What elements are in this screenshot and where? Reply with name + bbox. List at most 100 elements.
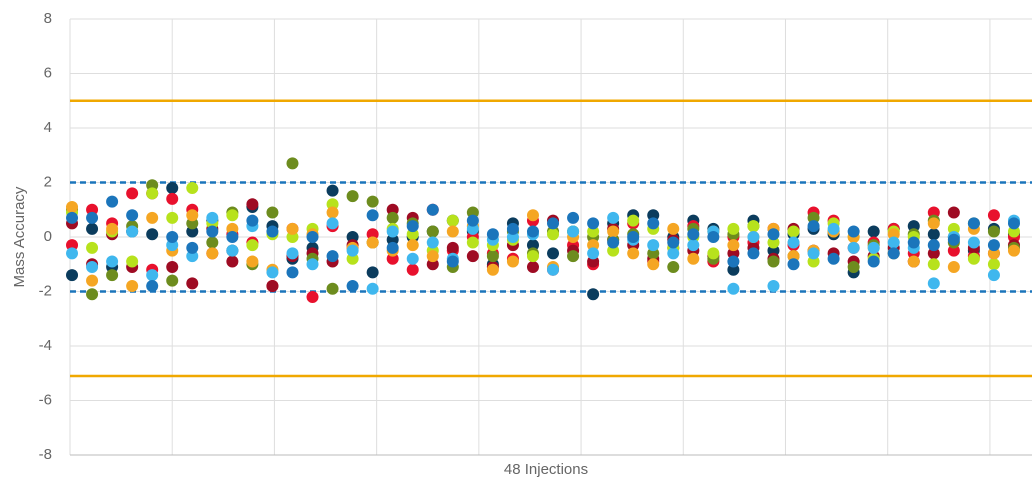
data-point — [126, 225, 139, 238]
data-point — [446, 214, 459, 227]
data-point — [346, 280, 359, 293]
data-point — [767, 228, 780, 241]
data-point — [86, 241, 99, 254]
data-point — [607, 211, 620, 224]
data-point — [206, 225, 219, 238]
data-point — [206, 211, 219, 224]
data-point — [987, 239, 1000, 252]
data-point — [627, 214, 640, 227]
data-point — [246, 239, 259, 252]
data-point — [166, 231, 179, 243]
data-point — [627, 247, 640, 260]
data-point — [406, 252, 419, 265]
data-point — [346, 244, 359, 257]
data-point — [607, 236, 620, 249]
data-point — [667, 236, 680, 249]
data-point — [286, 222, 299, 235]
data-point — [727, 222, 740, 235]
data-point — [927, 239, 940, 252]
data-point — [266, 280, 279, 293]
data-point — [466, 250, 479, 263]
data-point — [987, 209, 1000, 222]
data-point — [226, 244, 239, 257]
data-point — [86, 211, 99, 224]
data-point — [226, 231, 239, 243]
data-point — [126, 187, 139, 200]
data-point — [266, 266, 279, 279]
data-point — [146, 228, 159, 241]
data-point — [887, 236, 900, 249]
data-point — [907, 255, 920, 268]
data-point — [306, 290, 319, 303]
data-point — [186, 241, 199, 254]
data-point — [206, 236, 219, 249]
data-point — [206, 247, 219, 260]
data-point — [106, 255, 119, 268]
data-point — [66, 269, 79, 282]
data-point — [587, 217, 600, 230]
y-tick-label: 2 — [44, 173, 52, 190]
data-point — [246, 214, 259, 227]
data-point — [486, 250, 499, 263]
data-point — [166, 211, 179, 224]
data-point — [547, 247, 560, 260]
y-tick-label: -6 — [39, 391, 52, 408]
data-point — [747, 220, 760, 233]
data-point — [386, 241, 399, 254]
data-point — [486, 263, 499, 276]
data-point — [647, 217, 660, 230]
data-point — [847, 260, 860, 273]
y-tick-label: -8 — [39, 446, 52, 463]
data-point — [126, 255, 139, 268]
data-point — [86, 288, 99, 301]
data-point — [587, 288, 600, 301]
data-point — [607, 225, 620, 238]
data-point — [386, 211, 399, 224]
data-point — [847, 225, 860, 238]
data-point — [426, 236, 439, 249]
data-point — [927, 217, 940, 230]
data-point — [106, 222, 119, 235]
data-point — [767, 280, 780, 293]
data-point — [326, 250, 339, 263]
data-point — [326, 206, 339, 219]
data-point — [366, 236, 379, 249]
data-point — [807, 247, 820, 260]
data-point — [847, 241, 860, 254]
data-point — [186, 209, 199, 222]
data-point — [727, 282, 740, 295]
data-point — [466, 236, 479, 249]
data-point — [667, 260, 680, 273]
data-point — [567, 250, 580, 263]
data-point — [707, 247, 720, 260]
data-point — [827, 222, 840, 235]
data-point — [967, 236, 980, 249]
data-point — [787, 258, 800, 271]
data-point — [947, 233, 960, 246]
data-point — [727, 255, 740, 268]
y-tick-label: -2 — [39, 282, 52, 299]
data-point — [747, 247, 760, 260]
data-point — [627, 231, 640, 243]
data-point — [286, 157, 299, 170]
data-point — [166, 260, 179, 273]
data-point — [146, 269, 159, 282]
y-tick-label: -4 — [39, 337, 52, 354]
data-point — [486, 228, 499, 241]
data-point — [787, 225, 800, 238]
data-point — [66, 201, 79, 214]
data-point — [86, 274, 99, 287]
data-point — [526, 250, 539, 263]
data-point — [106, 269, 119, 282]
data-point — [326, 282, 339, 295]
data-point — [547, 217, 560, 230]
data-point — [186, 181, 199, 194]
data-point — [567, 225, 580, 238]
data-point — [927, 228, 940, 241]
data-point — [406, 239, 419, 252]
data-point — [246, 255, 259, 268]
data-point — [306, 258, 319, 271]
data-point — [967, 217, 980, 230]
data-point — [727, 239, 740, 252]
